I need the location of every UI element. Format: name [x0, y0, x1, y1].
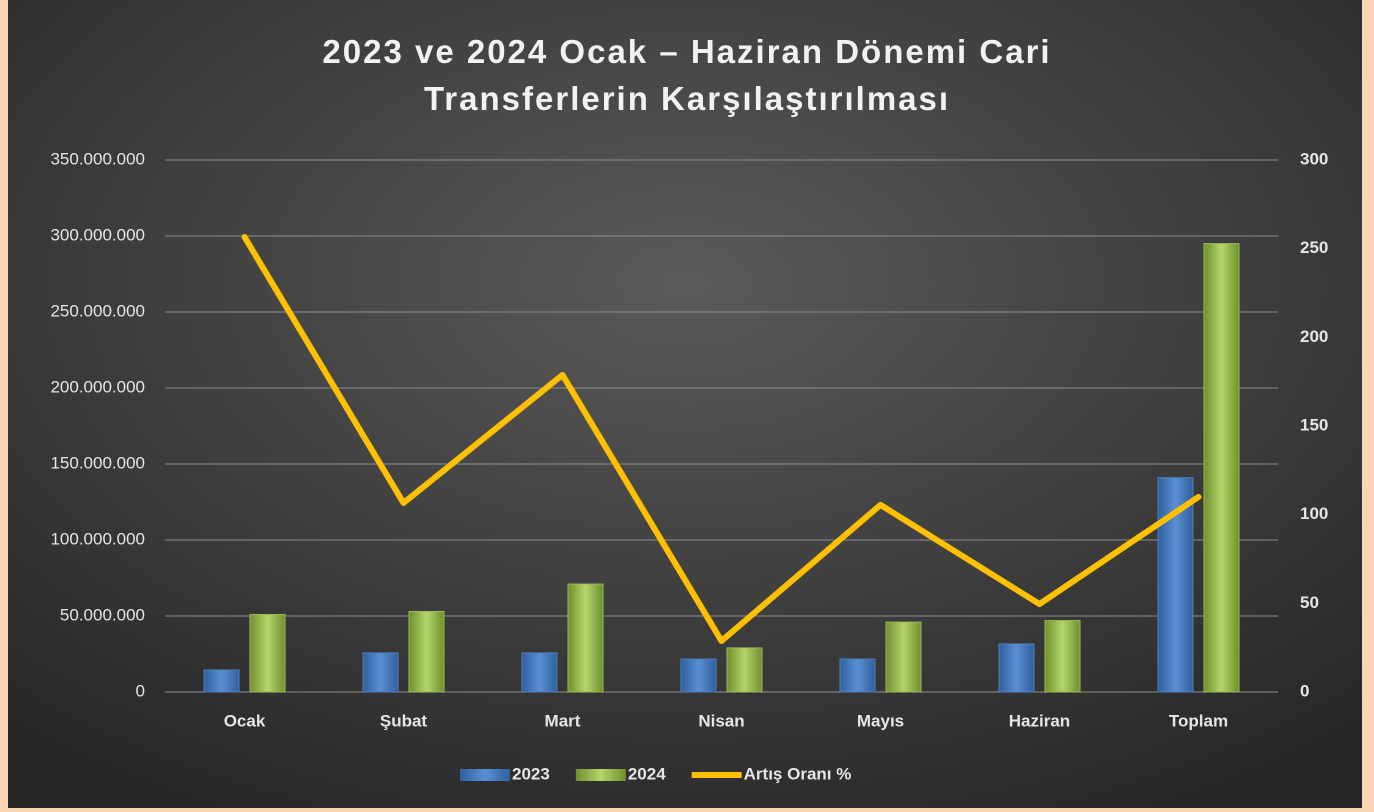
legend-swatch [575, 769, 626, 781]
bar [1044, 620, 1081, 693]
x-tick-label: Mayıs [857, 711, 904, 730]
y-tick-label: 100.000.000 [50, 529, 145, 548]
x-tick-label: Mart [545, 711, 581, 730]
y-tick-label: 50.000.000 [60, 605, 145, 624]
legend-label: Artış Oranı % [744, 764, 852, 783]
y-tick-label: 300.000.000 [50, 225, 145, 244]
bar [567, 583, 604, 693]
legend-swatch [460, 769, 510, 781]
y-tick-label: 200.000.000 [50, 377, 145, 396]
legend-label: 2023 [512, 764, 550, 783]
line-series [241, 233, 1202, 644]
bar [362, 652, 399, 693]
chart-title: 2023 ve 2024 Ocak – Haziran Dönemi Cari … [322, 33, 1052, 117]
y2-tick-label: 150 [1300, 415, 1328, 434]
y-tick-label: 250.000.000 [50, 301, 145, 320]
x-tick-label: Ocak [224, 711, 266, 730]
bar [249, 613, 286, 693]
y-tick-label: 0 [136, 681, 145, 700]
bar [885, 621, 922, 693]
y2-tick-label: 250 [1300, 238, 1328, 257]
y2-tick-label: 50 [1300, 593, 1319, 612]
bar [726, 647, 763, 693]
x-tick-label: Toplam [1169, 711, 1228, 730]
y-tick-label: 150.000.000 [50, 453, 145, 472]
y2-tick-label: 200 [1300, 327, 1328, 346]
y2-tick-label: 0 [1300, 681, 1309, 700]
bar [680, 658, 717, 693]
y2-tick-label: 300 [1300, 149, 1328, 168]
legend-label: 2024 [628, 764, 666, 783]
bar [1203, 243, 1240, 693]
bar [998, 643, 1035, 693]
bar [521, 652, 558, 693]
bar [839, 658, 876, 693]
x-tick-label: Nisan [698, 711, 744, 730]
y2-tick-label: 100 [1300, 504, 1328, 523]
bar [408, 610, 445, 693]
bar [203, 669, 240, 693]
y-tick-label: 350.000.000 [50, 149, 145, 168]
x-tick-label: Haziran [1009, 711, 1070, 730]
x-tick-label: Şubat [380, 711, 428, 730]
